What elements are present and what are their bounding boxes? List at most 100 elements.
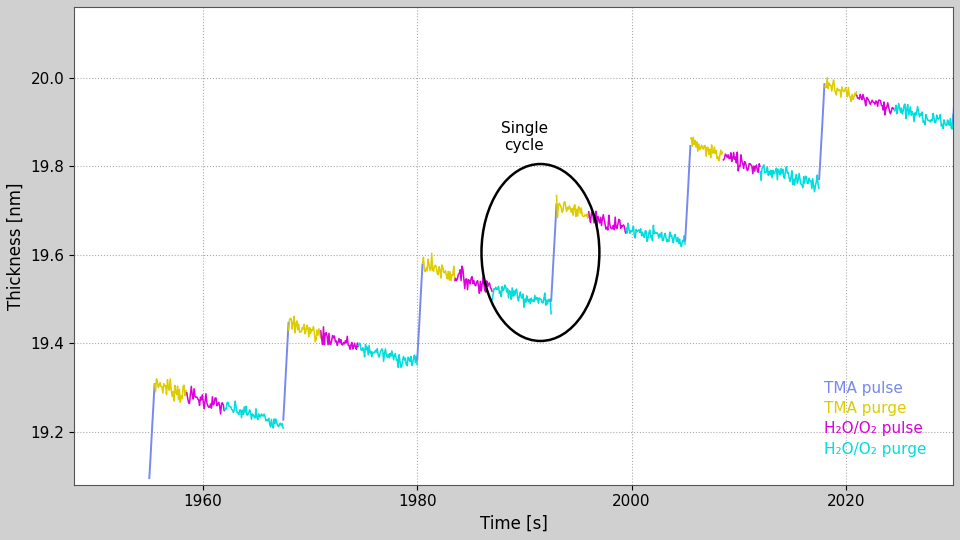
H₂O/O₂ pulse [201, 390, 212, 397]
H₂O/O₂ pulse [215, 410, 227, 417]
H₂O/O₂ pulse [195, 394, 206, 400]
TMA pulse [143, 476, 155, 482]
TMA pulse [148, 400, 159, 407]
TMA purge [173, 396, 184, 403]
Line: H₂O/O₂ pulse: H₂O/O₂ pulse [187, 386, 225, 414]
H₂O/O₂ purge [274, 421, 285, 427]
TMA purge [166, 393, 178, 400]
TMA purge [156, 383, 168, 390]
TMA purge [179, 382, 190, 388]
H₂O/O₂ pulse [199, 406, 210, 412]
Y-axis label: Thickness [nm]: Thickness [nm] [7, 182, 25, 309]
H₂O/O₂ pulse [214, 403, 226, 410]
H₂O/O₂ pulse [216, 400, 228, 407]
H₂O/O₂ pulse [185, 383, 197, 389]
H₂O/O₂ pulse [213, 399, 225, 406]
TMA purge [150, 388, 161, 395]
H₂O/O₂ pulse [205, 405, 217, 411]
TMA purge [168, 397, 180, 404]
Line: H₂O/O₂ purge: H₂O/O₂ purge [225, 401, 283, 429]
H₂O/O₂ pulse [190, 394, 202, 401]
H₂O/O₂ pulse [204, 404, 215, 410]
H₂O/O₂ purge [234, 407, 246, 413]
H₂O/O₂ pulse [187, 396, 199, 402]
H₂O/O₂ pulse [207, 402, 219, 408]
H₂O/O₂ pulse [211, 402, 223, 409]
TMA purge [163, 387, 175, 394]
H₂O/O₂ pulse [188, 386, 200, 392]
TMA purge [170, 389, 181, 396]
H₂O/O₂ pulse [186, 392, 198, 399]
TMA purge [180, 387, 192, 394]
H₂O/O₂ purge [245, 409, 256, 415]
TMA purge [177, 395, 188, 402]
TMA purge [162, 384, 174, 390]
H₂O/O₂ pulse [206, 394, 218, 400]
H₂O/O₂ pulse [182, 400, 194, 406]
H₂O/O₂ pulse [193, 397, 204, 403]
TMA purge [178, 383, 189, 389]
H₂O/O₂ pulse [189, 393, 201, 400]
Line: TMA purge: TMA purge [155, 379, 187, 402]
H₂O/O₂ pulse [218, 402, 229, 408]
H₂O/O₂ pulse [219, 408, 230, 415]
TMA purge [180, 392, 191, 399]
Text: Single
cycle: Single cycle [501, 120, 548, 153]
Line: TMA pulse: TMA pulse [149, 383, 155, 479]
H₂O/O₂ pulse [217, 400, 228, 406]
Legend: TMA pulse, TMA purge, H₂O/O₂ pulse, H₂O/O₂ purge: TMA pulse, TMA purge, H₂O/O₂ pulse, H₂O/… [805, 375, 932, 463]
TMA purge [167, 388, 179, 395]
TMA pulse [146, 438, 157, 444]
H₂O/O₂ pulse [196, 397, 207, 403]
TMA purge [176, 393, 187, 399]
H₂O/O₂ pulse [208, 400, 220, 407]
H₂O/O₂ purge [237, 411, 249, 418]
H₂O/O₂ pulse [202, 400, 213, 407]
TMA purge [151, 376, 162, 382]
TMA purge [165, 386, 177, 393]
TMA purge [181, 392, 193, 399]
TMA purge [161, 376, 173, 383]
H₂O/O₂ purge [277, 426, 289, 432]
H₂O/O₂ purge [229, 398, 241, 404]
H₂O/O₂ pulse [210, 395, 222, 401]
H₂O/O₂ pulse [192, 396, 204, 402]
TMA pulse [147, 418, 158, 425]
H₂O/O₂ pulse [191, 394, 203, 400]
H₂O/O₂ purge [223, 403, 234, 409]
TMA pulse [145, 458, 156, 464]
TMA purge [164, 376, 176, 382]
X-axis label: Time [s]: Time [s] [480, 515, 547, 533]
H₂O/O₂ pulse [203, 404, 214, 410]
H₂O/O₂ pulse [181, 389, 193, 395]
TMA purge [157, 390, 169, 396]
TMA purge [156, 383, 167, 390]
H₂O/O₂ pulse [200, 398, 211, 404]
H₂O/O₂ pulse [181, 395, 193, 401]
H₂O/O₂ pulse [202, 402, 213, 409]
H₂O/O₂ pulse [212, 401, 224, 407]
TMA purge [160, 382, 172, 389]
TMA purge [172, 383, 183, 389]
TMA pulse [149, 380, 160, 386]
H₂O/O₂ pulse [194, 402, 205, 408]
TMA purge [169, 382, 180, 389]
TMA purge [149, 380, 160, 386]
H₂O/O₂ purge [219, 405, 230, 411]
TMA purge [175, 399, 186, 406]
TMA purge [152, 378, 163, 384]
TMA purge [159, 383, 171, 389]
TMA purge [160, 392, 172, 398]
H₂O/O₂ pulse [197, 392, 208, 398]
H₂O/O₂ pulse [184, 391, 196, 397]
H₂O/O₂ pulse [204, 401, 216, 407]
TMA purge [153, 384, 164, 390]
H₂O/O₂ pulse [209, 395, 221, 401]
H₂O/O₂ pulse [198, 399, 209, 405]
TMA purge [171, 392, 182, 398]
TMA purge [174, 386, 185, 393]
H₂O/O₂ pulse [183, 400, 195, 407]
TMA purge [155, 380, 166, 386]
TMA purge [154, 382, 165, 389]
H₂O/O₂ purge [266, 416, 277, 423]
